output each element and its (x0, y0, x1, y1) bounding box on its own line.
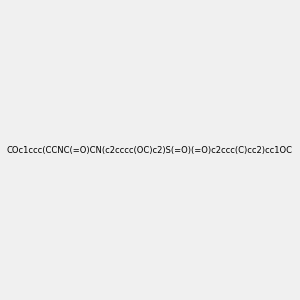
Text: COc1ccc(CCNC(=O)CN(c2cccc(OC)c2)S(=O)(=O)c2ccc(C)cc2)cc1OC: COc1ccc(CCNC(=O)CN(c2cccc(OC)c2)S(=O)(=O… (7, 146, 293, 154)
